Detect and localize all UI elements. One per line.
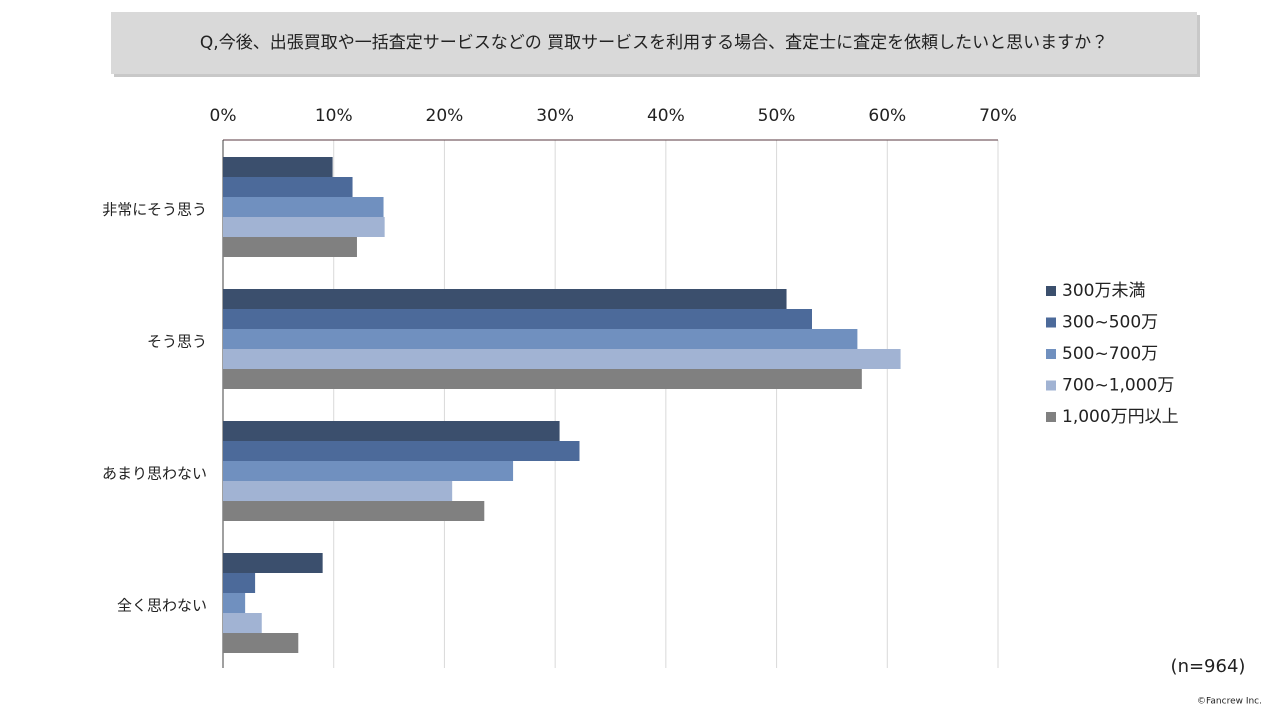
x-tick-label: 40% [647,106,685,126]
bar [223,329,858,349]
bar [223,237,357,257]
legend-swatch [1046,317,1056,328]
bars [223,157,901,653]
labels: 0% 10% 20% 30% 40% 50% 60% 70% 非常にそう思うそう思うあまり思わな… [102,106,1179,615]
legend-label: 700~1,000万 [1062,376,1174,396]
legend-label: 500~700万 [1062,344,1158,364]
legend-label: 1,000万円以上 [1062,407,1179,427]
y-tick-label: そう思う [147,333,207,351]
bar [223,421,560,441]
bar [223,441,580,461]
bar [223,573,256,593]
bar [223,481,453,501]
bar [223,349,901,369]
bar [223,289,787,309]
y-tick-label: 非常にそう思う [102,201,207,219]
bar [223,157,333,177]
bar [223,553,323,573]
y-tick-label: 全く思わない [117,597,207,615]
x-tick-label: 70% [979,106,1017,126]
x-tick-label: 10% [315,106,353,126]
x-tick-label: 30% [536,106,574,126]
sample-size: (n=964) [1171,656,1246,677]
bar [223,593,246,613]
bar [223,633,299,653]
legend-label: 300万未満 [1062,281,1145,301]
x-tick-label: 0% [210,106,237,126]
bar [223,177,353,197]
bar [223,613,262,633]
title-box [111,12,1197,74]
bar [223,501,485,521]
legend-label: 300~500万 [1062,313,1158,333]
x-tick-label: 20% [426,106,464,126]
x-tick-label: 60% [868,106,906,126]
copyright: ©Fancrew Inc. [1197,697,1262,707]
y-tick-label: あまり思わない [102,465,207,483]
x-tick-label: 50% [758,106,796,126]
legend-swatch [1046,286,1056,296]
bar [223,369,862,389]
chart-title: Q,今後、出張買取や一括査定サービスなどの 買取サービスを利用する場合、査定士に… [200,33,1108,53]
legend-swatch [1046,380,1056,391]
grid [222,139,999,668]
legend-swatch [1046,412,1056,422]
bar [223,217,385,237]
bar [223,309,812,329]
bar [223,197,384,217]
legend-swatch [1046,349,1056,359]
bar [223,461,514,481]
